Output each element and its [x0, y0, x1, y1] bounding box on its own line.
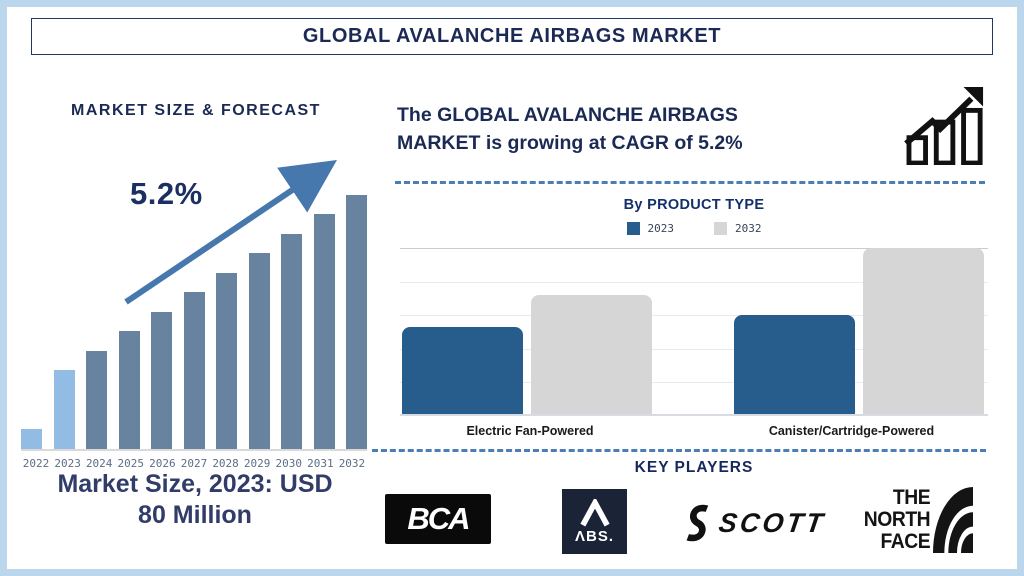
- forecast-bar-2029: [248, 253, 270, 449]
- category-label-canister: Canister/Cartridge-Powered: [768, 424, 935, 438]
- tnf-line-face: FACE: [880, 530, 931, 553]
- year-tick-2022: 2022: [22, 457, 50, 470]
- title-box: GLOBAL AVALANCHE AIRBAGS MARKET: [31, 18, 993, 55]
- year-tick-2023: 2023: [54, 457, 81, 470]
- year-tick-2031: 2031: [307, 457, 334, 470]
- growth-statement: The GLOBAL AVALANCHE AIRBAGS MARKET is g…: [397, 101, 867, 158]
- product-bar-2032-canister: [863, 248, 984, 414]
- gridline-60: [400, 315, 988, 317]
- gridline-100: [400, 248, 988, 249]
- product-bar-2023-electric: [402, 327, 523, 414]
- product-type-legend: 2023 2032: [400, 222, 988, 235]
- dashed-divider-bottom: [372, 449, 986, 452]
- scott-logo: SCOTT: [686, 503, 828, 543]
- product-type-category-axis: Electric Fan-Powered Canister/Cartridge-…: [400, 424, 988, 442]
- tnf-line-north: NORTH: [863, 508, 931, 531]
- gridline-20: [400, 382, 988, 384]
- category-label-electric: Electric Fan-Powered: [466, 424, 594, 438]
- gridline-80: [400, 281, 988, 283]
- market-size-line1: Market Size, 2023: USD: [57, 470, 333, 498]
- bca-logo-text: BCA: [407, 501, 470, 536]
- forecast-bar-2023: [53, 370, 75, 449]
- forecast-bar-2027: [183, 292, 205, 449]
- legend-label-2023: 2023: [647, 222, 675, 235]
- abs-peak-icon: [579, 498, 610, 526]
- year-tick-2029: 2029: [243, 457, 271, 470]
- dashed-divider-top: [395, 181, 985, 184]
- forecast-bar-2024: [86, 351, 107, 449]
- forecast-bar-2022: [21, 429, 42, 449]
- forecast-bar-2026: [151, 312, 172, 449]
- trend-arrow-icon: [124, 159, 337, 305]
- year-tick-2027: 2027: [180, 457, 208, 470]
- north-face-logo-text: THE NORTH FACE: [863, 486, 931, 553]
- forecast-bar-2025: [118, 331, 140, 449]
- growth-statement-line2: MARKET is growing at CAGR of 5.2%: [397, 132, 743, 155]
- growth-statement-line1: The GLOBAL AVALANCHE AIRBAGS: [397, 104, 738, 126]
- forecast-bar-2031: [313, 214, 335, 449]
- market-size-line2: 80 Million: [138, 500, 252, 529]
- product-bar-2023-canister: [734, 315, 855, 414]
- abs-logo-text: ΛBS.: [574, 527, 614, 545]
- year-tick-2025: 2025: [117, 457, 145, 470]
- abs-logo: ΛBS.: [562, 489, 627, 554]
- market-size-callout: Market Size, 2023: USD 80 Million: [15, 469, 375, 531]
- legend-item-2023: 2023: [626, 222, 675, 235]
- forecast-year-axis: 2022 2023 2024 2025 2026 2027 2028 2029 2030 2031…: [21, 457, 367, 470]
- product-type-chart-title: By PRODUCT TYPE: [623, 197, 765, 213]
- forecast-bar-2030: [281, 234, 302, 449]
- key-players-heading: KEY PLAYERS: [634, 459, 754, 476]
- forecast-chart-title: MARKET SIZE & FORECAST: [71, 102, 321, 119]
- year-tick-2028: 2028: [212, 457, 239, 470]
- bca-logo: BCA: [385, 494, 491, 544]
- legend-swatch-2023: [626, 222, 640, 235]
- page-title: GLOBAL AVALANCHE AIRBAGS MARKET: [302, 25, 722, 47]
- forecast-bar-2028: [216, 273, 237, 449]
- forecast-bar-2032: [346, 195, 367, 449]
- year-tick-2024: 2024: [85, 457, 113, 470]
- bar-chart-rising-arrow-icon: [904, 87, 984, 165]
- product-type-bar-chart: [400, 246, 988, 416]
- gridline-40: [400, 348, 988, 350]
- legend-swatch-2032: [714, 222, 727, 235]
- tnf-line-the: THE: [892, 486, 931, 509]
- legend-label-2032: 2032: [735, 222, 762, 235]
- north-face-halfdome-icon: [933, 487, 974, 553]
- year-tick-2032: 2032: [338, 457, 366, 470]
- product-bar-2032-electric: [531, 295, 652, 414]
- north-face-logo: THE NORTH FACE: [858, 486, 974, 553]
- year-tick-2030: 2030: [275, 457, 303, 470]
- legend-item-2032: 2032: [714, 222, 762, 235]
- scott-logo-text: SCOTT: [716, 507, 828, 538]
- forecast-bar-chart: [21, 195, 367, 451]
- scott-s-mark-icon: [686, 504, 709, 542]
- year-tick-2026: 2026: [149, 457, 176, 470]
- cagr-value-label: 5.2%: [130, 176, 203, 211]
